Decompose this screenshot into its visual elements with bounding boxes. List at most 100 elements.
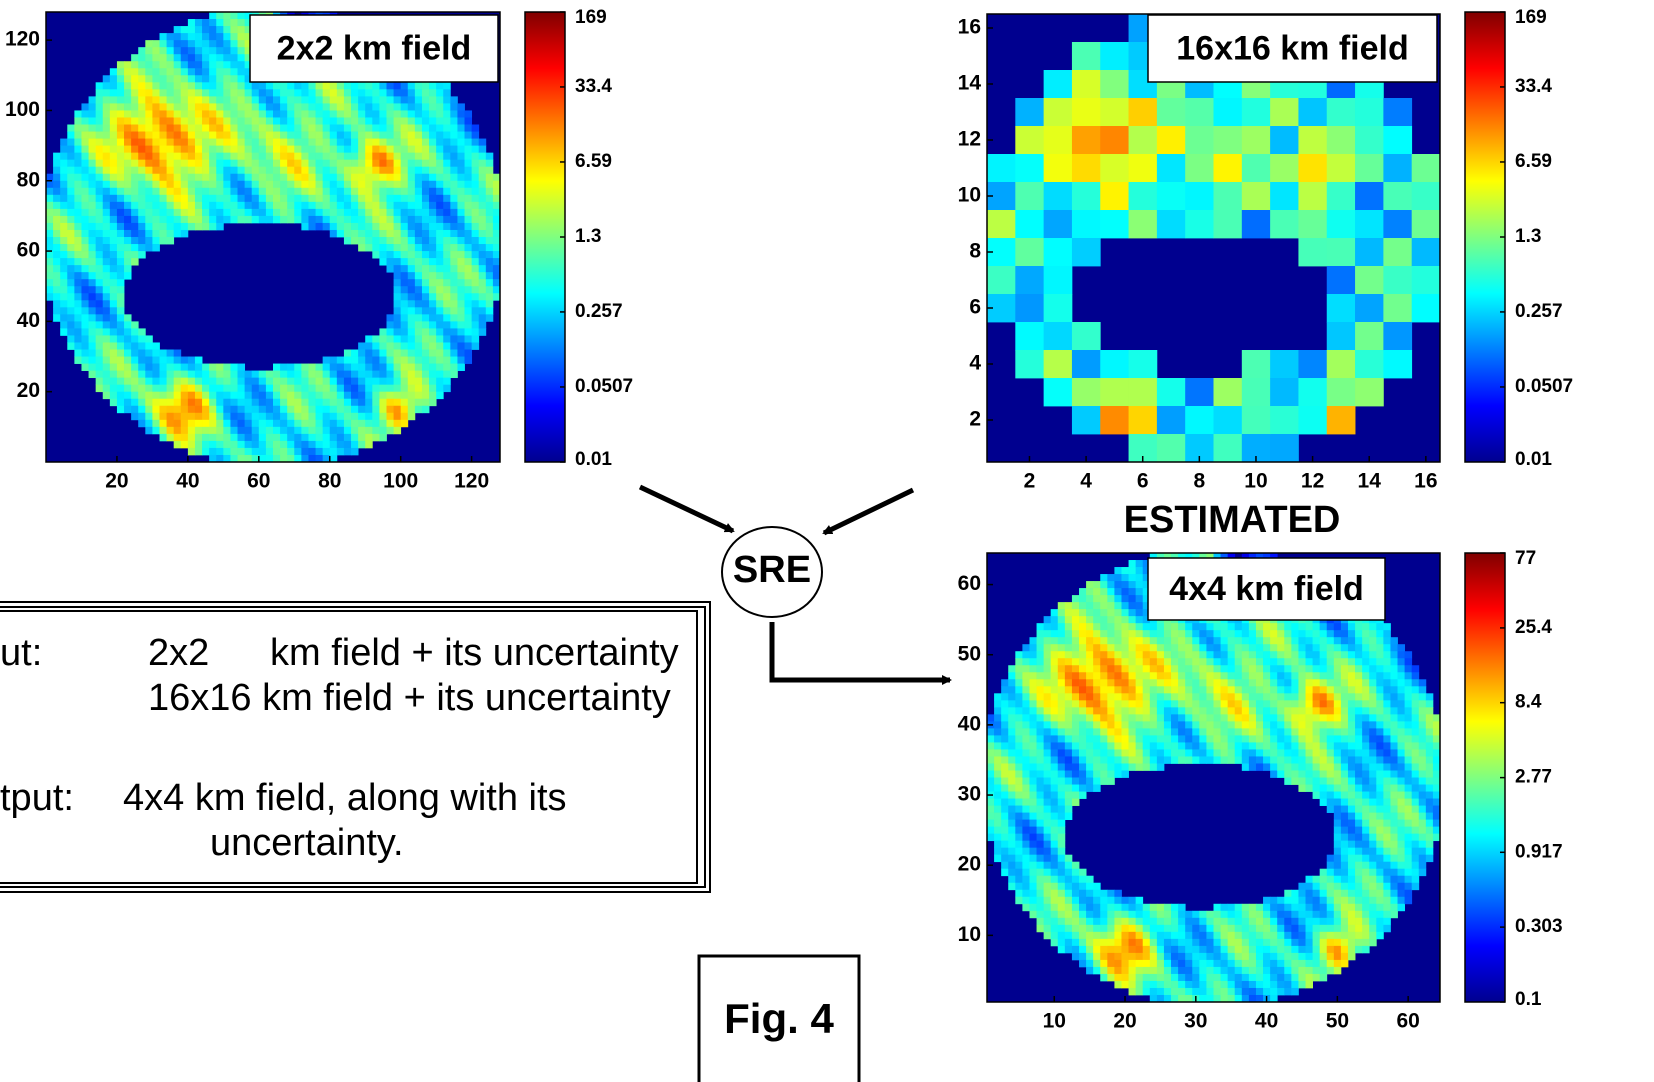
field-cell xyxy=(117,68,124,75)
field-cell xyxy=(103,244,110,251)
field-cell xyxy=(465,174,472,181)
field-cell xyxy=(181,33,188,40)
field-cell xyxy=(245,448,252,455)
field-cell xyxy=(1221,693,1228,700)
field-cell xyxy=(181,117,188,124)
field-cell xyxy=(53,307,60,314)
field-cell xyxy=(1235,637,1242,644)
field-cell xyxy=(181,364,188,371)
field-cell xyxy=(1008,749,1015,756)
field-cell xyxy=(1228,988,1235,995)
field-cell xyxy=(209,40,216,47)
field-cell xyxy=(209,61,216,68)
field-cell xyxy=(1129,616,1136,623)
field-cell xyxy=(429,202,436,209)
field-cell xyxy=(1037,862,1044,869)
field-cell xyxy=(465,237,472,244)
field-cell xyxy=(1065,855,1072,862)
field-cell xyxy=(259,378,266,385)
field-cell xyxy=(1136,939,1143,946)
field-cell xyxy=(337,132,344,139)
field-cell xyxy=(1143,658,1150,665)
field-cell xyxy=(337,230,344,237)
field-cell xyxy=(1136,735,1143,742)
field-cell xyxy=(1086,602,1093,609)
field-cell xyxy=(145,96,152,103)
field-cell xyxy=(1291,911,1298,918)
field-cell xyxy=(1192,946,1199,953)
field-cell xyxy=(174,350,181,357)
field-cell xyxy=(1284,630,1291,637)
field-cell xyxy=(1086,700,1093,707)
field-cell xyxy=(103,89,110,96)
field-cell xyxy=(1157,721,1164,728)
field-cell xyxy=(1015,707,1022,714)
field-cell xyxy=(429,378,436,385)
field-cell xyxy=(117,82,124,89)
field-cell xyxy=(96,181,103,188)
field-cell xyxy=(259,160,266,167)
field-cell xyxy=(245,125,252,132)
colorbar-tick-label: 0.0507 xyxy=(1515,376,1573,397)
field-cell xyxy=(160,427,167,434)
field-cell xyxy=(216,96,223,103)
field-cell xyxy=(301,117,308,124)
field-cell xyxy=(1178,658,1185,665)
field-cell xyxy=(1199,707,1206,714)
field-cell xyxy=(472,265,479,272)
field-cell xyxy=(1121,700,1128,707)
field-cell xyxy=(1129,946,1136,953)
field-cell xyxy=(429,342,436,349)
field-cell xyxy=(301,406,308,413)
field-cell xyxy=(1284,735,1291,742)
field-cell xyxy=(337,441,344,448)
field-cell xyxy=(1058,693,1065,700)
field-cell xyxy=(379,202,386,209)
field-cell xyxy=(1263,672,1270,679)
colorbar-tick-label: 0.01 xyxy=(1515,449,1552,470)
field-cell xyxy=(1051,876,1058,883)
field-cell xyxy=(89,188,96,195)
field-cell xyxy=(60,181,67,188)
field-cell xyxy=(1100,890,1107,897)
field-cell xyxy=(273,89,280,96)
field-cell xyxy=(472,153,479,160)
field-cell xyxy=(1072,799,1079,806)
field-cell xyxy=(401,420,408,427)
field-cell xyxy=(1129,925,1136,932)
field-cell xyxy=(1270,939,1277,946)
field-cell xyxy=(1171,742,1178,749)
field-cell xyxy=(110,223,117,230)
field-cell xyxy=(450,216,457,223)
field-cell xyxy=(408,103,415,110)
x-tick-label: 120 xyxy=(454,470,489,493)
field-cell xyxy=(330,202,337,209)
field-cell xyxy=(1242,967,1249,974)
field-cell xyxy=(1206,693,1213,700)
field-cell xyxy=(266,181,273,188)
field-cell xyxy=(429,251,436,258)
field-cell xyxy=(1093,651,1100,658)
field-cell xyxy=(1284,672,1291,679)
field-cell xyxy=(323,167,330,174)
field-cell xyxy=(1298,763,1305,770)
field-cell xyxy=(330,434,337,441)
field-cell xyxy=(103,293,110,300)
field-cell xyxy=(1228,749,1235,756)
field-cell xyxy=(238,82,245,89)
field-cell xyxy=(1313,679,1320,686)
field-label: 16x16 km field xyxy=(1176,29,1408,67)
field-cell xyxy=(1228,967,1235,974)
field-cell xyxy=(1178,637,1185,644)
field-cell xyxy=(1355,294,1384,322)
field-cell xyxy=(294,202,301,209)
field-cell xyxy=(1086,693,1093,700)
field-cell xyxy=(401,385,408,392)
field-cell xyxy=(1100,742,1107,749)
field-cell xyxy=(401,371,408,378)
field-cell xyxy=(1284,714,1291,721)
field-cell xyxy=(301,385,308,392)
field-cell xyxy=(1079,700,1086,707)
field-cell xyxy=(117,132,124,139)
field-cell xyxy=(1072,707,1079,714)
